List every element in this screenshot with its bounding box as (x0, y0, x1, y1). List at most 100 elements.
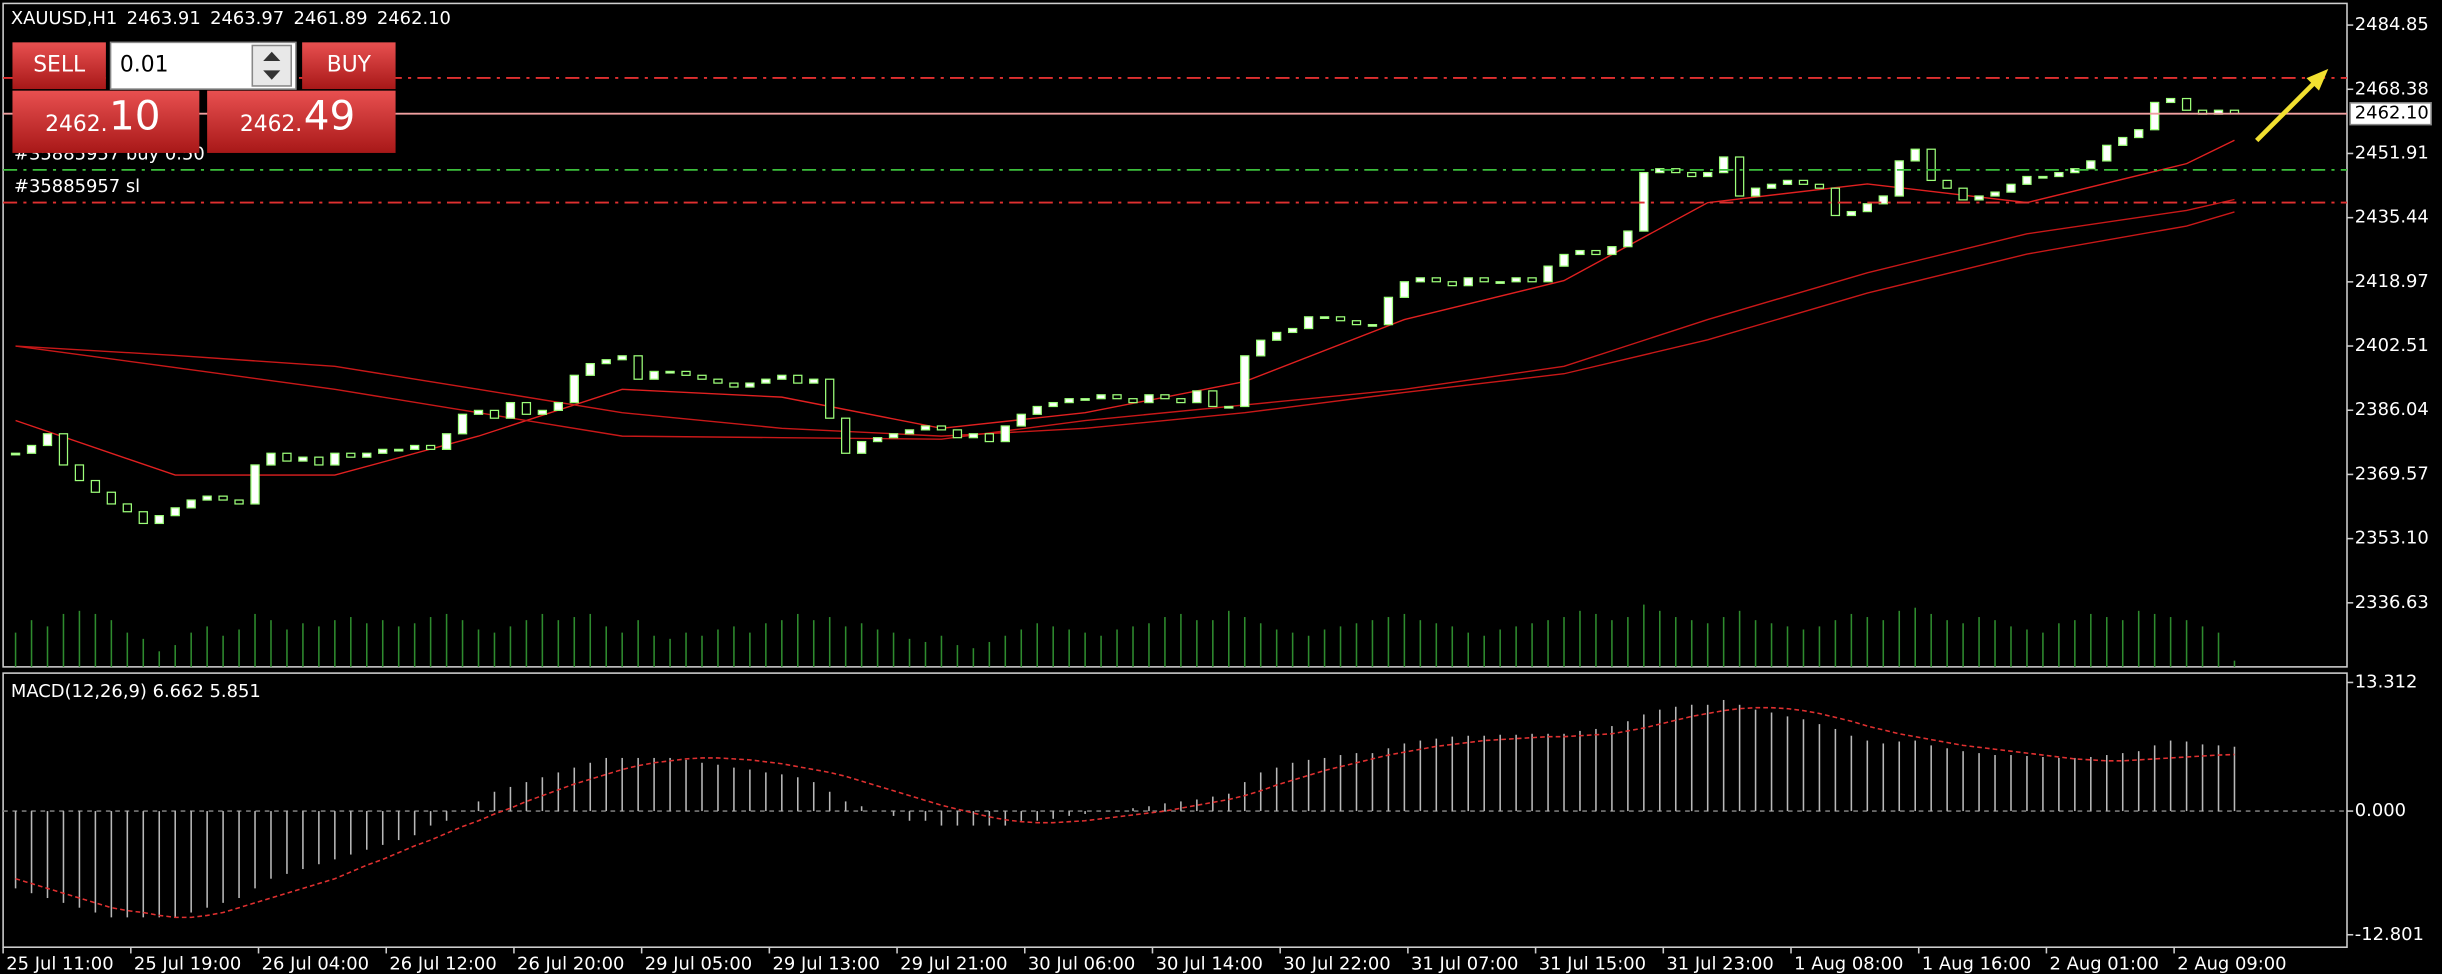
candle (170, 507, 180, 517)
candle (825, 378, 835, 419)
x-tick-label: 31 Jul 07:00 (1411, 953, 1518, 974)
candle (1112, 394, 1122, 400)
candle (282, 452, 292, 462)
candle (809, 378, 819, 384)
candle (665, 370, 675, 374)
x-tick-label: 31 Jul 15:00 (1539, 953, 1646, 974)
x-tick-label: 2 Aug 09:00 (2177, 953, 2286, 974)
ask-pips: 49 (304, 92, 356, 140)
candle (1351, 320, 1362, 326)
x-tick-label: 30 Jul 14:00 (1156, 953, 1263, 974)
candle (1543, 265, 1553, 283)
ask-main: 2462. (240, 112, 302, 137)
candle (2086, 160, 2096, 170)
header-text: 2462.10 (377, 8, 451, 29)
candle (2006, 183, 2016, 193)
candle (10, 452, 21, 456)
candle (952, 429, 963, 439)
candle (1942, 179, 1952, 189)
candle (1463, 277, 1473, 287)
candle (1383, 296, 1394, 326)
candle (2118, 136, 2128, 146)
candle (1575, 249, 1585, 256)
candle (1782, 179, 1793, 185)
candle (1208, 390, 1218, 408)
header-text: 2461.89 (293, 8, 367, 29)
candle (1958, 187, 1968, 201)
x-tick-label: 29 Jul 21:00 (900, 953, 1007, 974)
candle (298, 456, 308, 462)
candle (138, 511, 148, 525)
sell-button[interactable] (12, 42, 106, 90)
moving-average (15, 211, 2235, 437)
candle (745, 382, 755, 388)
candle (936, 425, 947, 431)
candle (1926, 148, 1936, 182)
y-tick-label: 2353.10 (2355, 528, 2429, 549)
x-tick-label: 31 Jul 23:00 (1666, 953, 1773, 974)
candle (1623, 230, 1633, 248)
macd-pane (2, 672, 2348, 948)
x-tick-label: 26 Jul 04:00 (262, 953, 369, 974)
candle (2038, 175, 2048, 179)
candle (1096, 394, 1106, 400)
candle (793, 374, 803, 384)
y-tick-label: 2468.38 (2355, 78, 2429, 99)
candle (1734, 156, 1745, 197)
candle (1287, 327, 1298, 334)
y-tick-label: 2386.04 (2355, 399, 2429, 420)
ask-box[interactable] (207, 90, 396, 153)
candle (1240, 355, 1250, 408)
buy-button[interactable] (302, 42, 396, 90)
annotation-arrowhead (2306, 68, 2329, 91)
buy-text: BUY (327, 53, 372, 78)
lot-value: 0.01 (120, 53, 169, 78)
candle (2102, 144, 2112, 162)
candle (1750, 187, 1761, 197)
y-tick-label: 13.312 (2355, 671, 2418, 692)
candle (840, 417, 851, 454)
chart-layer: 2484.85 2468.38 2451.91 2435.44 2418.97 2402.… (2, 14, 2432, 974)
y-tick-label: 2435.44 (2355, 207, 2429, 228)
candle (1479, 277, 1489, 283)
candle (1814, 183, 1825, 189)
macd-title: MACD(12,26,9) 6.662 5.851 (11, 681, 261, 702)
candle (1878, 195, 1888, 205)
candle (1607, 246, 1617, 256)
candle (1272, 331, 1282, 341)
candle (761, 378, 771, 384)
candle (1559, 253, 1569, 267)
candle (1048, 401, 1058, 408)
candle (521, 401, 532, 415)
y-tick-label: 2336.63 (2355, 592, 2429, 613)
trade-panel: SELL 0.01 BUY 2462. 10 2462. 49 (12, 41, 396, 153)
candle (633, 355, 643, 380)
candle (122, 503, 132, 513)
candle (585, 362, 595, 376)
candle (729, 382, 739, 388)
lot-spinner[interactable] (251, 44, 293, 87)
candle (362, 452, 372, 458)
candle (218, 495, 228, 501)
candle (1495, 281, 1505, 284)
price-tag (2349, 102, 2432, 126)
candle (186, 499, 196, 509)
candle (1511, 277, 1521, 283)
candle (872, 437, 883, 443)
candle (1415, 277, 1426, 283)
candle (1687, 171, 1697, 178)
candle (904, 429, 915, 435)
x-tick-label: 29 Jul 05:00 (645, 953, 752, 974)
candle (2165, 97, 2176, 104)
y-tick-label: 2451.91 (2355, 142, 2429, 163)
candle (346, 452, 356, 458)
candle (457, 413, 468, 435)
candle (1894, 160, 1904, 197)
x-tick-label: 2 Aug 01:00 (2050, 953, 2159, 974)
x-tick-label: 30 Jul 22:00 (1283, 953, 1390, 974)
candle (58, 433, 69, 466)
candle (378, 448, 388, 454)
candle (1431, 277, 1441, 283)
bid-box[interactable] (12, 90, 200, 153)
